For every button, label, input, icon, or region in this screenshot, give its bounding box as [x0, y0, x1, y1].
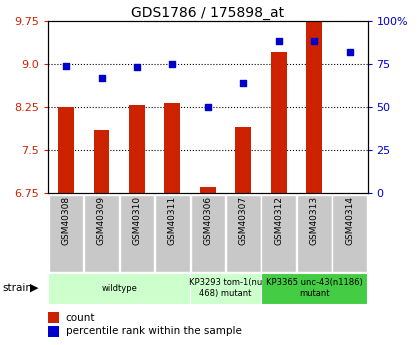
- Bar: [48, 273, 190, 304]
- Bar: [271, 52, 287, 193]
- Point: [98, 75, 105, 80]
- Bar: [155, 195, 190, 272]
- Text: GSM40306: GSM40306: [203, 196, 213, 245]
- Bar: [49, 195, 84, 272]
- Text: strain: strain: [2, 283, 32, 293]
- Bar: [94, 130, 110, 193]
- Bar: [226, 195, 261, 272]
- Text: GSM40311: GSM40311: [168, 196, 177, 245]
- Text: GSM40312: GSM40312: [274, 196, 284, 245]
- Text: GSM40314: GSM40314: [345, 196, 354, 245]
- Bar: [48, 313, 60, 323]
- Point: [311, 39, 318, 44]
- Point: [276, 39, 282, 44]
- Point: [63, 63, 69, 68]
- Bar: [200, 187, 216, 193]
- Text: GSM40313: GSM40313: [310, 196, 319, 245]
- Point: [205, 104, 211, 110]
- Bar: [129, 105, 145, 193]
- Bar: [261, 273, 368, 304]
- Bar: [48, 326, 60, 337]
- Text: GSM40307: GSM40307: [239, 196, 248, 245]
- Text: wildtype: wildtype: [101, 284, 137, 293]
- Text: percentile rank within the sample: percentile rank within the sample: [66, 326, 242, 336]
- Bar: [297, 195, 332, 272]
- Text: GSM40310: GSM40310: [132, 196, 142, 245]
- Bar: [165, 103, 181, 193]
- Bar: [190, 273, 261, 304]
- Title: GDS1786 / 175898_at: GDS1786 / 175898_at: [131, 6, 284, 20]
- Bar: [191, 195, 225, 272]
- Bar: [120, 195, 154, 272]
- Bar: [306, 21, 322, 193]
- Bar: [332, 195, 367, 272]
- Point: [134, 65, 140, 70]
- Text: KP3365 unc-43(n1186)
mutant: KP3365 unc-43(n1186) mutant: [266, 278, 363, 298]
- Point: [346, 49, 353, 55]
- Bar: [235, 127, 251, 193]
- Text: GSM40308: GSM40308: [62, 196, 71, 245]
- Text: GSM40309: GSM40309: [97, 196, 106, 245]
- Point: [169, 61, 176, 67]
- Point: [240, 80, 247, 86]
- Bar: [58, 107, 74, 193]
- Text: KP3293 tom-1(nu
468) mutant: KP3293 tom-1(nu 468) mutant: [189, 278, 262, 298]
- Bar: [262, 195, 296, 272]
- Text: count: count: [66, 313, 95, 323]
- Text: ▶: ▶: [30, 283, 39, 293]
- Bar: [84, 195, 119, 272]
